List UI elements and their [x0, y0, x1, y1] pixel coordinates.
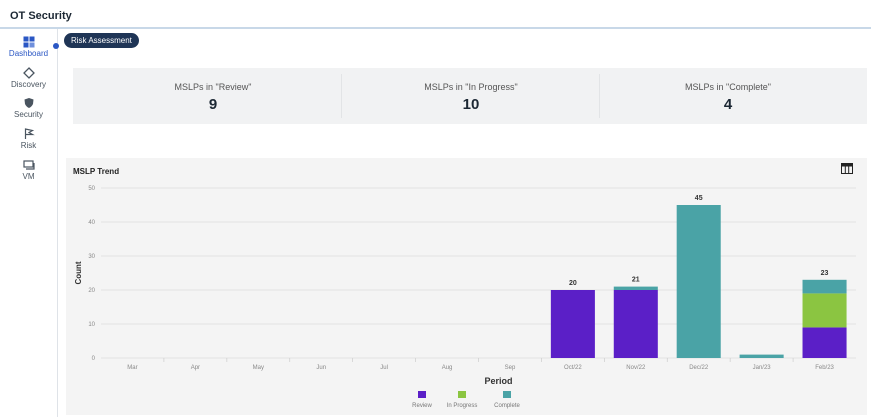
y-tick-label: 10: [88, 322, 95, 328]
kpi-review: MSLPs in "Review" 9: [73, 68, 353, 124]
x-tick-label: Jan/23: [753, 365, 772, 371]
kpi-value: 4: [723, 96, 733, 113]
sidebar-item-risk[interactable]: Risk: [0, 128, 57, 150]
legend-label: In Progress: [447, 403, 478, 409]
kpi-divider: [599, 74, 600, 118]
discovery-icon: [22, 67, 35, 79]
mslp-trend-chart: 0 10 20 30 40 50 Count Mar Apr May Jun Jul Aug Sep 20 O…: [74, 186, 856, 409]
legend-swatch: [458, 391, 466, 398]
bar-total-label: 21: [632, 277, 640, 284]
sidebar-item-label: Security: [14, 110, 43, 119]
sidebar-item-label: Discovery: [10, 80, 47, 89]
bar-complete: [739, 354, 784, 358]
vm-icon: [22, 160, 35, 170]
bar-total-label: 23: [821, 270, 829, 277]
kpi-divider: [341, 74, 342, 118]
y-tick-label: 0: [92, 356, 96, 362]
tab-risk-assessment[interactable]: Risk Assessment: [64, 33, 139, 48]
kpi-complete: MSLPs in "Complete" 4: [599, 68, 857, 124]
bar-total-label: 45: [695, 195, 703, 202]
sidebar-item-security[interactable]: Security: [0, 97, 57, 119]
bar-complete: [676, 205, 721, 358]
bar-total-label: 20: [569, 280, 577, 287]
sidebar-item-vm[interactable]: VM: [0, 159, 57, 181]
kpi-label: MSLPs in "In Progress": [424, 82, 518, 92]
x-tick-label: Sep: [505, 365, 516, 371]
sidebar-item-discovery[interactable]: Discovery: [0, 67, 57, 89]
x-tick-label: Jun: [316, 365, 326, 371]
flag-icon: [24, 128, 35, 139]
bar-review: [613, 290, 658, 358]
bar-review: [802, 327, 847, 358]
top-bar: OT Security: [0, 0, 871, 29]
bar-in-progress: [802, 293, 847, 328]
kpi-label: MSLPs in "Complete": [685, 82, 771, 92]
y-tick-label: 20: [88, 288, 95, 294]
sidebar-item-label: Dashboard: [8, 49, 49, 58]
y-tick-label: 40: [88, 220, 95, 226]
kpi-value: 9: [208, 96, 218, 113]
active-indicator: [53, 43, 59, 49]
sidebar: Dashboard Discovery Security Risk VM: [0, 29, 58, 417]
x-tick-label: Aug: [442, 365, 453, 371]
x-tick-label: Dec/22: [689, 365, 709, 371]
legend-swatch: [503, 391, 511, 398]
y-tick-label: 50: [88, 186, 95, 192]
x-tick-label: Feb/23: [815, 365, 834, 371]
shield-icon: [24, 98, 33, 108]
kpi-row: MSLPs in "Review" 9 MSLPs in "In Progres…: [73, 68, 867, 124]
legend-label: Complete: [494, 403, 520, 409]
bar-complete: [613, 286, 658, 290]
y-tick-label: 30: [88, 254, 95, 260]
kpi-value: 10: [462, 96, 480, 113]
x-tick-label: Jul: [380, 365, 388, 371]
y-axis-title: Count: [74, 261, 83, 284]
bar-review: [550, 290, 595, 358]
mslp-trend-panel: MSLP Trend 0 10 20 30 40 50 Count Mar Apr May Jun J…: [66, 158, 867, 415]
sidebar-item-dashboard[interactable]: Dashboard: [0, 36, 57, 58]
sidebar-item-label: Risk: [20, 141, 37, 150]
x-tick-label: Nov/22: [626, 365, 646, 371]
table-icon[interactable]: [841, 163, 853, 174]
x-axis-title: Period: [484, 376, 512, 386]
sidebar-item-label: VM: [22, 172, 35, 181]
x-tick-label: Oct/22: [564, 365, 582, 371]
bar-complete: [802, 279, 847, 294]
dashboard-icon: [23, 36, 34, 48]
app-title: OT Security: [10, 10, 72, 22]
legend-swatch: [418, 391, 426, 398]
legend-label: Review: [412, 403, 432, 409]
x-tick-label: May: [253, 365, 264, 371]
kpi-label: MSLPs in "Review": [174, 82, 252, 92]
kpi-in-progress: MSLPs in "In Progress" 10: [341, 68, 601, 124]
x-tick-label: Mar: [127, 365, 137, 371]
x-tick-label: Apr: [191, 365, 200, 371]
chart-title: MSLP Trend: [73, 167, 120, 176]
